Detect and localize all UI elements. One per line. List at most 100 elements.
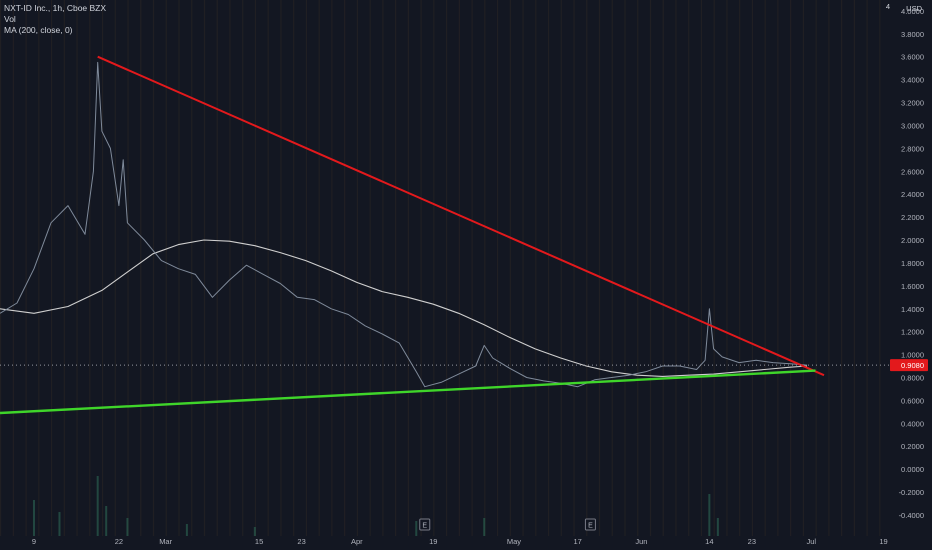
session-band (522, 0, 524, 536)
session-band (458, 0, 460, 536)
time-tick-label: Jul (806, 537, 816, 546)
price-tick-label: 2.2000 (901, 213, 924, 222)
legend-volume[interactable]: Vol (4, 14, 16, 24)
session-band (535, 0, 537, 536)
volume-bar (105, 506, 108, 536)
time-tick-label: Mar (159, 537, 172, 546)
session-band (815, 0, 817, 536)
session-band (420, 0, 422, 536)
current-price-label: 0.9080 (901, 361, 924, 370)
session-band (777, 0, 779, 536)
time-tick-label: 14 (705, 537, 713, 546)
session-band (50, 0, 53, 536)
volume-bar (708, 494, 711, 536)
session-band (101, 0, 104, 536)
legend-symbol[interactable]: NXT-ID Inc., 1h, Cboe BZX (4, 3, 107, 13)
volume-bar (253, 527, 256, 536)
price-tick-label: 3.6000 (901, 53, 924, 62)
time-tick-label: 17 (574, 537, 582, 546)
session-band (267, 0, 269, 536)
chart-lines (0, 55, 892, 415)
volume-bar (185, 524, 188, 536)
session-band (700, 0, 703, 536)
price-line (0, 61, 808, 388)
session-band (305, 0, 308, 536)
price-tick-label: -0.2000 (899, 488, 924, 497)
session-band (76, 0, 78, 536)
session-band (790, 0, 792, 536)
price-tick-label: -0.4000 (899, 511, 924, 520)
volume-bar (415, 521, 418, 536)
session-band (152, 0, 155, 536)
volume-bar (483, 518, 486, 536)
volume-bars (32, 476, 719, 536)
session-band (25, 0, 27, 536)
session-band (89, 0, 91, 536)
price-tick-label: 1.6000 (901, 282, 924, 291)
price-tick-label: 0.2000 (901, 442, 924, 451)
session-band (547, 0, 550, 536)
session-band (879, 0, 881, 536)
session-band (866, 0, 868, 536)
session-band (611, 0, 613, 536)
session-band (598, 0, 601, 536)
earnings-marker (584, 518, 596, 531)
earnings-marker (419, 518, 431, 531)
session-band (369, 0, 371, 536)
price-tick-label: 2.6000 (901, 167, 924, 176)
session-band (841, 0, 843, 536)
price-tick-label: 0.0000 (901, 465, 924, 474)
volume-bar (58, 512, 61, 536)
session-band (293, 0, 295, 536)
session-band (165, 0, 167, 536)
session-band (573, 0, 575, 536)
price-tick-label: 3.8000 (901, 30, 924, 39)
session-band (675, 0, 677, 536)
session-band (496, 0, 499, 536)
session-band (178, 0, 180, 536)
time-tick-label: 23 (297, 537, 305, 546)
session-band (662, 0, 664, 536)
session-band (446, 0, 448, 536)
price-tick-label: 1.8000 (901, 259, 924, 268)
session-band (828, 0, 830, 536)
price-tick-label: 3.2000 (901, 99, 924, 108)
volume-bar (716, 518, 719, 536)
chart-legend: NXT-ID Inc., 1h, Cboe BZX Vol MA (200, c… (4, 3, 106, 36)
price-tick-label: 2.4000 (901, 190, 924, 199)
session-band (127, 0, 129, 536)
price-tick-label: 2.8000 (901, 144, 924, 153)
session-band (63, 0, 65, 536)
price-tick-label: 2.0000 (901, 236, 924, 245)
session-band (509, 0, 511, 536)
price-tick-label: 1.0000 (901, 351, 924, 360)
earnings-marker-label: E (422, 523, 427, 530)
current-price-tag (890, 359, 928, 372)
volume-bar (126, 518, 129, 536)
price-tick-label: 1.2000 (901, 328, 924, 337)
price-tick-label: 3.0000 (901, 121, 924, 130)
session-band (407, 0, 409, 536)
volume-bar (32, 500, 35, 536)
price-axis[interactable]: -0.4000 -0.2000 0.0000 0.2000 0.4000 0.6000 0.… (890, 7, 928, 520)
time-axis[interactable]: 9 22 Mar 15 23 Apr 19 May 17 Jun 14 23 Jul 19 (32, 537, 888, 546)
time-tick-label: 23 (748, 537, 756, 546)
session-band (344, 0, 346, 536)
ma-200-line (0, 239, 808, 377)
session-band (726, 0, 728, 536)
resistance-trendline (97, 55, 825, 377)
session-band (433, 0, 435, 536)
session-band (254, 0, 257, 536)
legend-ma[interactable]: MA (200, close, 0) (4, 25, 73, 35)
session-band (853, 0, 855, 536)
earnings-marker-label: E (588, 523, 593, 530)
session-band (471, 0, 473, 536)
time-tick-label: May (507, 537, 521, 546)
session-band (191, 0, 193, 536)
session-band (331, 0, 333, 536)
session-band (356, 0, 358, 536)
currency-label: USD (906, 4, 922, 13)
